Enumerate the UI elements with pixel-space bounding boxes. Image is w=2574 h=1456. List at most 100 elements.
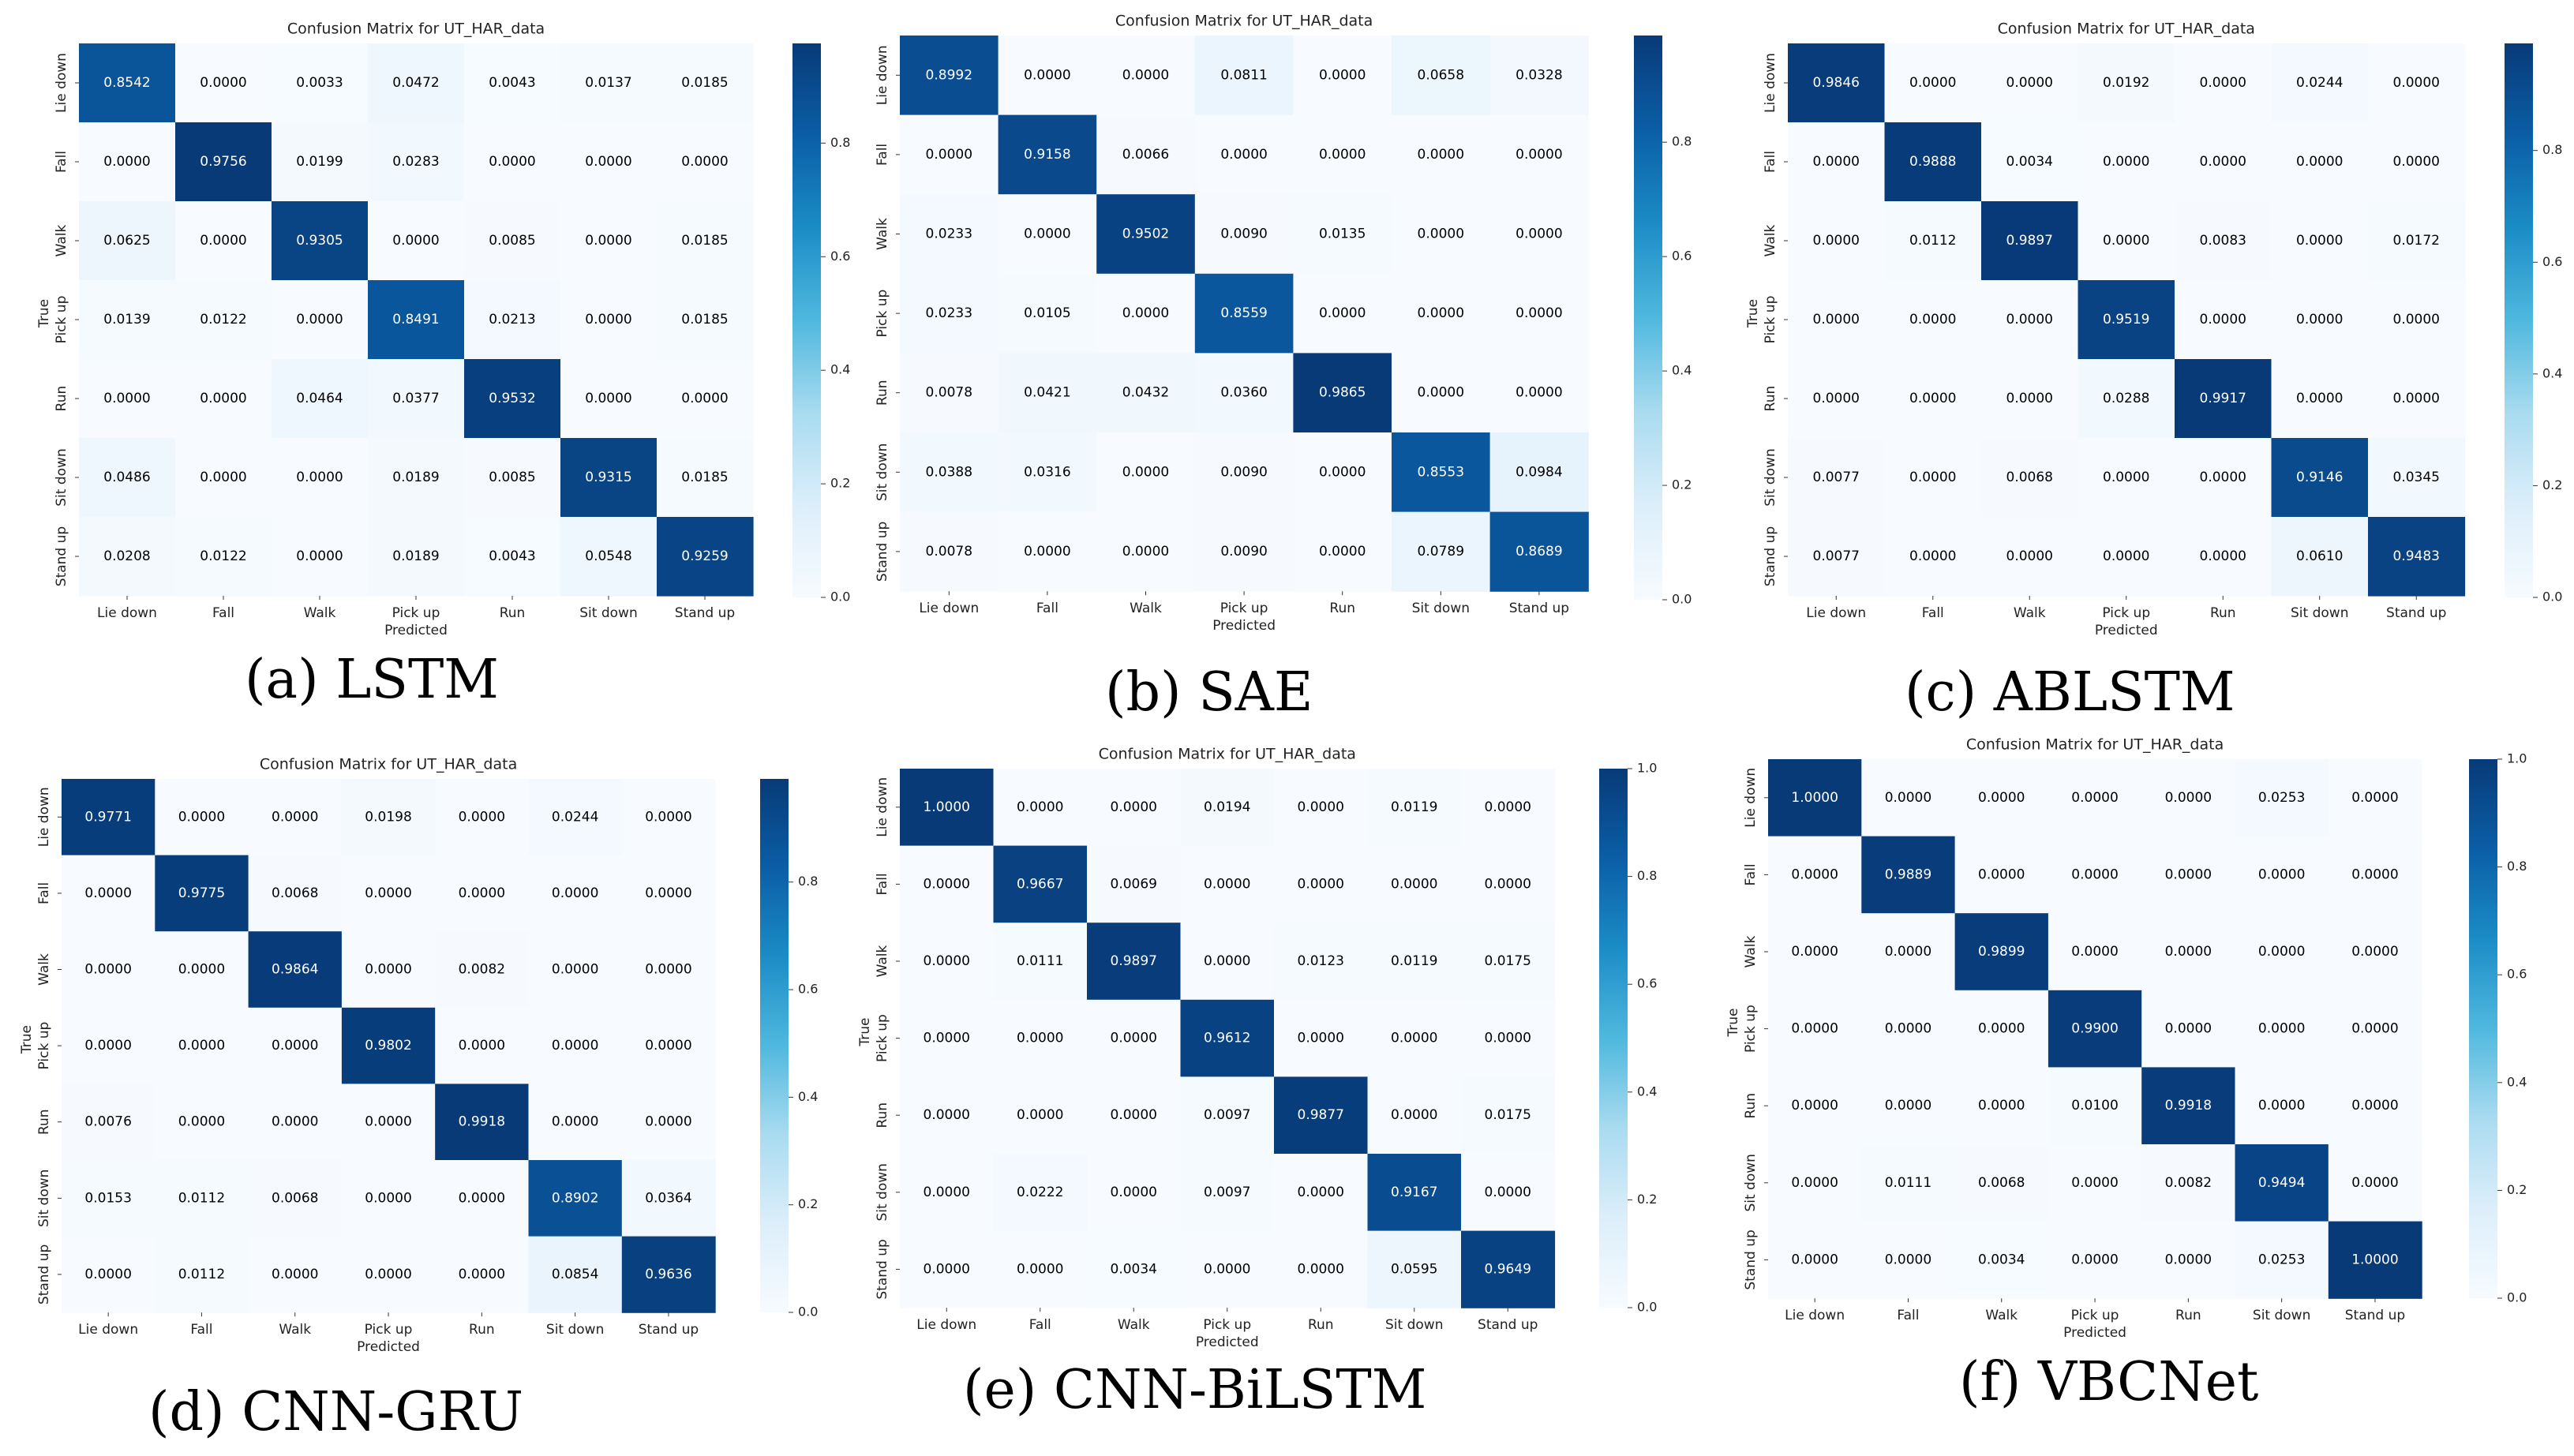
heatmap-cell bbox=[993, 1154, 1088, 1232]
cell-value-label: 0.0000 bbox=[645, 1038, 691, 1054]
cell-value-label: 0.8992 bbox=[926, 67, 972, 83]
colorbar bbox=[792, 43, 821, 597]
heatmap-cell bbox=[1788, 280, 1886, 360]
heatmap-cell bbox=[1981, 438, 2079, 518]
cell-value-label: 0.0090 bbox=[1220, 226, 1267, 242]
cell-value-label: 0.0000 bbox=[1791, 1098, 1838, 1114]
heatmap-cell bbox=[528, 1084, 623, 1161]
cell-value-label: 0.0548 bbox=[585, 548, 631, 564]
heatmap-cell bbox=[560, 359, 658, 439]
heatmap-cell bbox=[900, 923, 995, 1001]
heatmap-cell bbox=[2175, 517, 2272, 597]
cell-value-label: 0.0000 bbox=[365, 885, 411, 901]
heatmap-cell bbox=[1293, 273, 1392, 354]
heatmap-cell bbox=[993, 923, 1088, 1001]
cell-value-label: 0.0000 bbox=[459, 809, 505, 825]
heatmap-cell bbox=[1861, 836, 1956, 914]
heatmap-cell bbox=[560, 517, 658, 597]
colorbar-tick-label: 0.4 bbox=[2542, 365, 2562, 380]
heatmap-cell bbox=[2048, 1144, 2142, 1222]
heatmap-cell bbox=[1293, 432, 1392, 513]
heatmap-cell bbox=[368, 438, 465, 518]
cell-value-label: 0.9667 bbox=[1017, 876, 1063, 892]
heatmap-cell bbox=[1884, 359, 1982, 439]
x-tick-label: Stand up bbox=[1509, 601, 1569, 616]
heatmap-cell bbox=[1293, 36, 1392, 116]
panel-caption: (c) ABLSTM bbox=[1905, 661, 2235, 724]
cell-value-label: 0.0192 bbox=[2103, 75, 2149, 91]
heatmap-cell bbox=[657, 438, 754, 518]
cell-value-label: 0.0069 bbox=[1111, 876, 1157, 892]
chart-title: Confusion Matrix for UT_HAR_data bbox=[1966, 736, 2224, 754]
heatmap-cell bbox=[1768, 759, 1862, 837]
heatmap-cell bbox=[155, 1084, 249, 1161]
x-tick-label: Fall bbox=[212, 605, 234, 621]
heatmap-cell bbox=[2141, 759, 2236, 837]
y-tick-label: Stand up bbox=[1763, 526, 1778, 586]
cell-value-label: 0.0000 bbox=[924, 876, 970, 892]
cell-value-label: 0.0000 bbox=[2351, 866, 2398, 882]
y-tick-label: Sit down bbox=[36, 1170, 52, 1227]
heatmap-cell bbox=[2048, 913, 2142, 991]
cell-value-label: 0.0000 bbox=[2258, 1021, 2305, 1037]
cell-value-label: 0.0000 bbox=[1111, 1107, 1157, 1123]
cell-value-label: 0.0000 bbox=[1122, 305, 1169, 321]
cell-value-label: 0.0000 bbox=[2296, 233, 2343, 249]
heatmap-cell bbox=[900, 194, 999, 275]
cell-value-label: 0.9899 bbox=[1978, 944, 2025, 960]
cell-value-label: 0.0000 bbox=[645, 962, 691, 978]
heatmap-cell bbox=[1768, 1067, 1862, 1145]
heatmap-cell bbox=[657, 359, 754, 439]
cell-value-label: 0.0388 bbox=[926, 464, 972, 480]
colorbar-tick-label: 0.4 bbox=[798, 1089, 818, 1104]
cell-value-label: 0.0077 bbox=[1813, 548, 1860, 564]
heatmap-cell bbox=[1194, 114, 1294, 195]
cell-value-label: 0.0000 bbox=[552, 1114, 598, 1130]
heatmap-cell bbox=[2368, 201, 2466, 281]
confusion-matrix-panel-5: Confusion Matrix for UT_HAR_data 1.0000 0.… bbox=[857, 746, 1657, 1351]
y-tick-label: Stand up bbox=[875, 522, 890, 582]
y-axis-label: True bbox=[1745, 299, 1761, 328]
heatmap-cell bbox=[2078, 438, 2175, 518]
x-tick-label: Stand up bbox=[2345, 1308, 2405, 1323]
cell-value-label: 0.0000 bbox=[296, 312, 343, 328]
cell-value-label: 0.0000 bbox=[1418, 305, 1464, 321]
cell-value-label: 0.0000 bbox=[296, 470, 343, 485]
heatmap-cell bbox=[272, 201, 369, 281]
heatmap-cell bbox=[2078, 201, 2175, 281]
heatmap-cell bbox=[621, 1160, 716, 1237]
colorbar-tick-label: 0.6 bbox=[2542, 254, 2562, 269]
cell-value-label: 0.0000 bbox=[365, 1190, 411, 1206]
cell-value-label: 0.9918 bbox=[459, 1114, 505, 1130]
heatmap-cell bbox=[1884, 438, 1982, 518]
cell-value-label: 0.0112 bbox=[1909, 233, 1956, 249]
heatmap-cell bbox=[2271, 438, 2369, 518]
heatmap-cell bbox=[464, 122, 561, 202]
cell-value-label: 0.9877 bbox=[1298, 1107, 1344, 1123]
cell-value-label: 0.0000 bbox=[2351, 1098, 2398, 1114]
heatmap-cell bbox=[1392, 353, 1491, 433]
x-tick-label: Stand up bbox=[2386, 605, 2446, 621]
cell-value-label: 0.0000 bbox=[84, 1038, 131, 1054]
colorbar-tick-label: 0.6 bbox=[1637, 976, 1657, 991]
cell-value-label: 0.0000 bbox=[200, 470, 246, 485]
heatmap-cell bbox=[1768, 1221, 1862, 1299]
cell-value-label: 0.9532 bbox=[489, 391, 535, 406]
cell-value-label: 0.9888 bbox=[1909, 154, 1956, 170]
colorbar-tick-label: 0.2 bbox=[2542, 477, 2562, 492]
cell-value-label: 0.0082 bbox=[2165, 1175, 2212, 1191]
cell-value-label: 0.9897 bbox=[2006, 233, 2053, 249]
heatmap-cell bbox=[2141, 1144, 2236, 1222]
cell-value-label: 0.0097 bbox=[1204, 1185, 1250, 1200]
heatmap-cell bbox=[2078, 43, 2175, 123]
cell-value-label: 0.0199 bbox=[296, 154, 343, 170]
heatmap-cell bbox=[1087, 923, 1182, 1001]
cell-value-label: 0.0000 bbox=[2351, 1175, 2398, 1191]
x-tick-label: Walk bbox=[279, 1322, 311, 1338]
heatmap-cell bbox=[1884, 122, 1982, 202]
x-tick-label: Lie down bbox=[916, 1317, 976, 1333]
heatmap-cell bbox=[1392, 273, 1491, 354]
heatmap-cell bbox=[1954, 1221, 2049, 1299]
cell-value-label: 0.0000 bbox=[1516, 147, 1562, 163]
cell-value-label: 0.0000 bbox=[1791, 1175, 1838, 1191]
